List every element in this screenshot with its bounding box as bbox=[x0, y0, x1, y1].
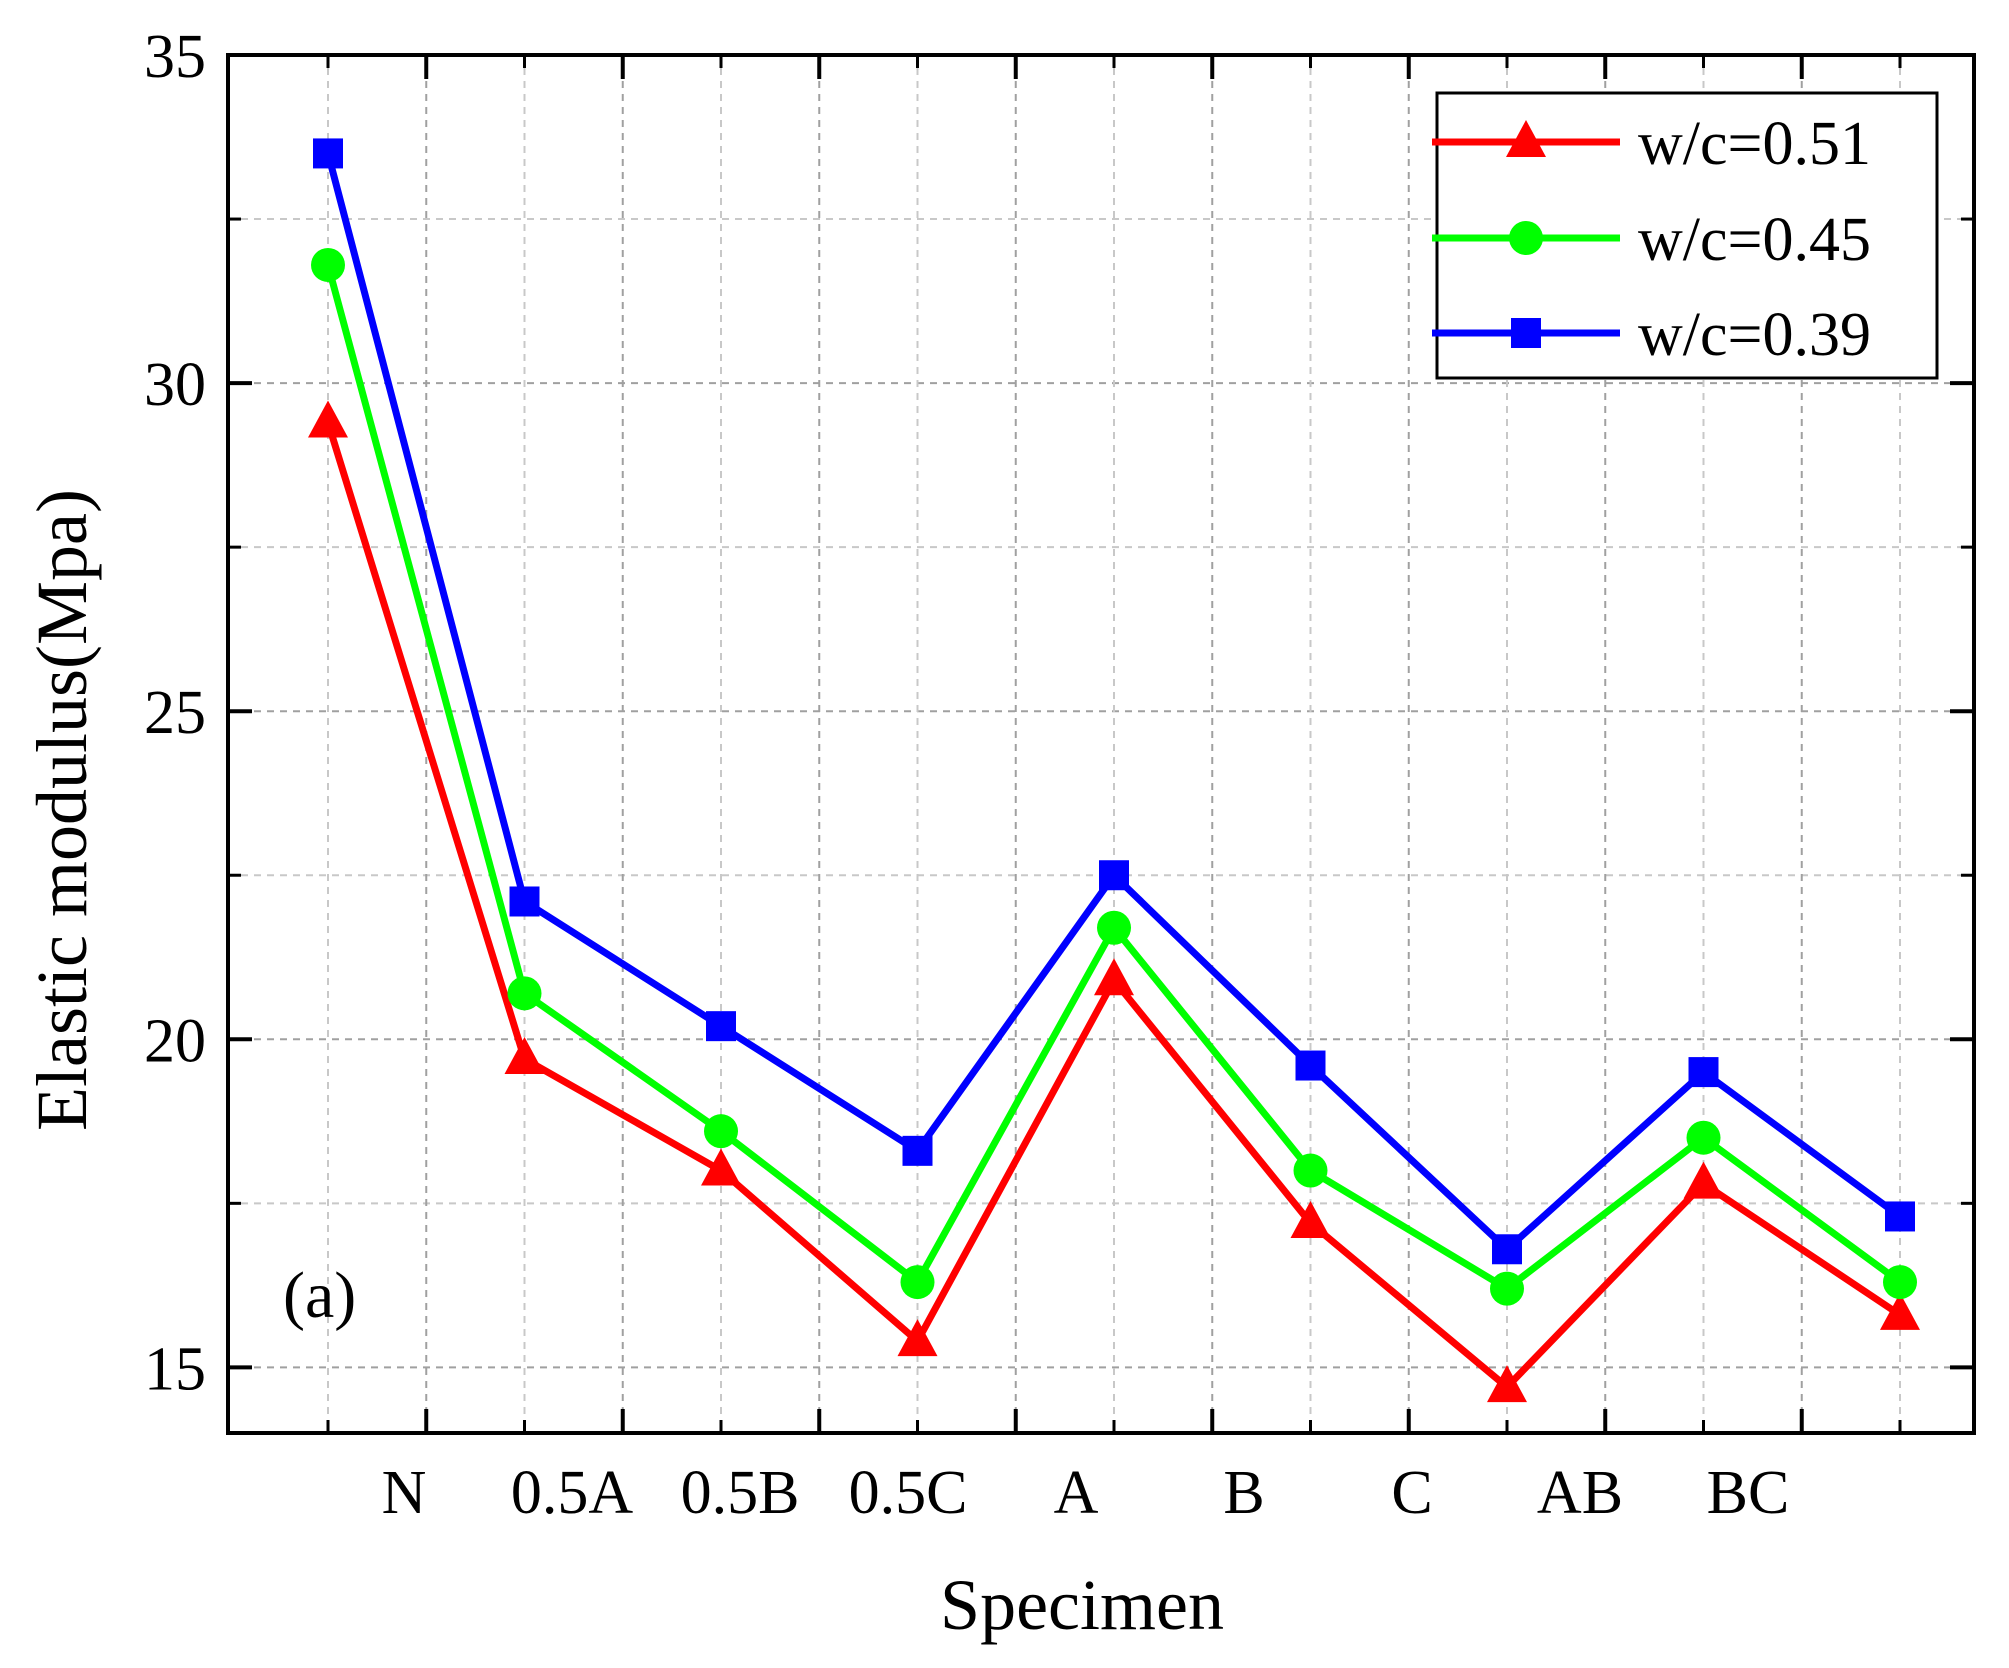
data-point bbox=[504, 1036, 545, 1074]
y-axis-title: Elastic modulus(Mpa) bbox=[22, 489, 102, 1131]
x-tick-label: AB bbox=[1537, 1459, 1623, 1527]
x-tick-label: N bbox=[382, 1459, 427, 1527]
data-point bbox=[313, 138, 343, 169]
y-tick-label: 25 bbox=[144, 679, 206, 747]
legend-label: w/c=0.51 bbox=[1638, 110, 1871, 178]
x-tick-label: 0.5A bbox=[511, 1459, 634, 1527]
y-tick-label: 15 bbox=[144, 1335, 206, 1403]
data-point bbox=[1094, 958, 1134, 996]
data-point bbox=[706, 1011, 736, 1042]
legend-label: w/c=0.39 bbox=[1638, 301, 1871, 369]
x-tick-label: A bbox=[1054, 1459, 1099, 1527]
data-point bbox=[1097, 910, 1131, 945]
data-point bbox=[1490, 1271, 1524, 1306]
data-point bbox=[311, 247, 345, 282]
data-point bbox=[1492, 1234, 1522, 1265]
data-point bbox=[1686, 1120, 1721, 1155]
panel-label: (a) bbox=[283, 1259, 356, 1332]
x-tick-label: BC bbox=[1707, 1459, 1790, 1527]
y-tick-label: 20 bbox=[144, 1007, 206, 1075]
data-point bbox=[1880, 1292, 1920, 1330]
legend-entry: w/c=0.39 bbox=[1432, 301, 1871, 369]
data-point bbox=[509, 886, 540, 917]
series-1 bbox=[308, 400, 1920, 1403]
y-tick-label: 35 bbox=[144, 23, 206, 91]
series-layer bbox=[308, 138, 1920, 1403]
legend-marker bbox=[1509, 221, 1543, 255]
data-point bbox=[1487, 1365, 1527, 1403]
data-point bbox=[1295, 1050, 1326, 1081]
series-2 bbox=[311, 247, 1917, 1306]
data-point bbox=[1290, 1201, 1331, 1239]
data-point bbox=[1883, 1265, 1917, 1300]
x-tick-label: C bbox=[1391, 1459, 1432, 1527]
y-tick-label: 30 bbox=[144, 351, 206, 419]
data-point bbox=[1885, 1201, 1915, 1232]
data-point bbox=[1688, 1057, 1719, 1088]
x-tick-label: B bbox=[1223, 1459, 1264, 1527]
data-point bbox=[507, 976, 542, 1011]
plot-frame bbox=[226, 53, 1976, 1435]
data-point bbox=[704, 1114, 738, 1149]
x-tick-label: 0.5C bbox=[849, 1459, 968, 1527]
legend-entry: w/c=0.45 bbox=[1432, 206, 1871, 274]
data-point bbox=[1099, 860, 1129, 891]
x-tick-label: 0.5B bbox=[681, 1459, 800, 1527]
legend-marker bbox=[1506, 120, 1546, 157]
data-point bbox=[308, 400, 348, 438]
data-point bbox=[1293, 1153, 1328, 1188]
data-point bbox=[900, 1265, 935, 1300]
series-3 bbox=[313, 138, 1915, 1265]
data-point bbox=[902, 1135, 933, 1166]
legend-entry: w/c=0.51 bbox=[1432, 110, 1871, 178]
x-axis-title: Specimen bbox=[940, 1565, 1224, 1645]
data-point bbox=[1683, 1161, 1724, 1199]
legend-label: w/c=0.45 bbox=[1638, 206, 1871, 274]
data-point bbox=[701, 1148, 741, 1186]
data-point bbox=[897, 1319, 938, 1357]
legend-marker bbox=[1511, 318, 1541, 348]
legend: w/c=0.51 w/c=0.45 w/c=0.39 bbox=[1432, 91, 1939, 380]
